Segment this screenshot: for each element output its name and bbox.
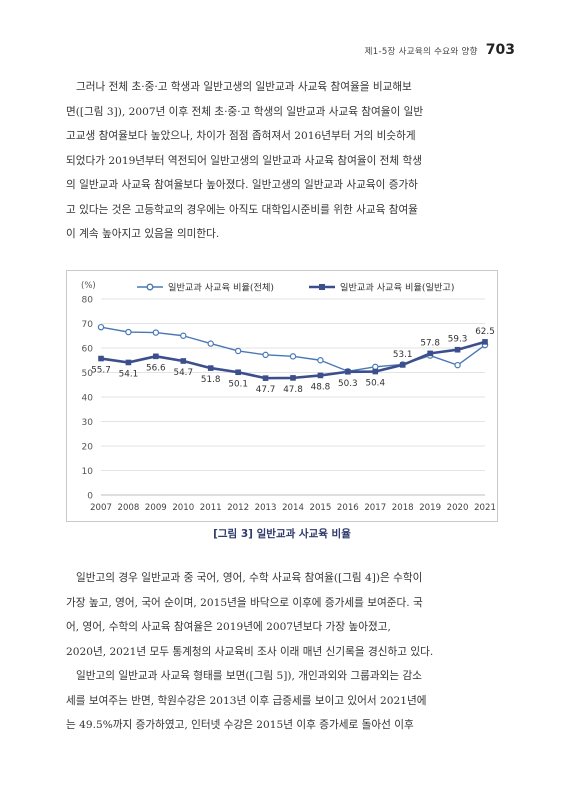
x-tick-label: 2012 bbox=[227, 503, 249, 513]
data-point bbox=[317, 357, 324, 364]
paragraph-2: 일반고의 경우 일반교과 중 국어, 영어, 수학 사교육 참여율([그림 4]… bbox=[66, 566, 506, 738]
data-point bbox=[262, 375, 269, 381]
data-point bbox=[235, 369, 241, 376]
paragraph-line: 이 계속 높아지고 있음을 의미한다. bbox=[66, 228, 220, 240]
data-point bbox=[180, 332, 187, 339]
x-tick-label: 2008 bbox=[117, 503, 139, 513]
data-point bbox=[234, 347, 242, 355]
x-tick-label: 2007 bbox=[90, 503, 112, 513]
data-point bbox=[98, 355, 104, 362]
paragraph-line: 는 49.5%까지 증가하였고, 인터넷 수강은 2015년 이후 증가세로 돌… bbox=[66, 719, 414, 731]
paragraph-line: 어, 영어, 수학의 사교육 참여율은 2019년에 2007년보다 가장 높아… bbox=[66, 621, 391, 633]
data-point bbox=[125, 328, 132, 336]
data-label: 55.7 bbox=[91, 366, 111, 376]
y-tick-label: 50 bbox=[82, 369, 94, 379]
x-tick-label: 2017 bbox=[364, 503, 386, 513]
y-tick-label: 80 bbox=[82, 296, 94, 306]
x-tick-label: 2009 bbox=[145, 503, 167, 513]
x-tick-label: 2020 bbox=[447, 503, 469, 513]
x-tick-label: 2011 bbox=[200, 503, 222, 513]
paragraph-line: 면([그림 3]), 2007년 이후 전체 초·중·고 학생의 일반교과 사교… bbox=[66, 105, 424, 118]
data-point bbox=[207, 340, 214, 347]
data-label: 62.5 bbox=[475, 327, 495, 337]
data-point bbox=[153, 353, 159, 360]
data-label: 54.1 bbox=[119, 369, 139, 379]
data-label: 53.1 bbox=[393, 350, 413, 360]
data-point bbox=[262, 351, 269, 359]
paragraph-line: 고교생 참여율보다 높았으나, 차이가 점점 좁혀져서 2016년부터 거의 비… bbox=[66, 130, 416, 142]
paragraph-1: 그러나 전체 초·중·고 학생과 일반고생의 일반교과 사교육 참여율을 비교해… bbox=[66, 75, 506, 247]
y-tick-label: 30 bbox=[82, 418, 94, 428]
legend-label: 일반교과 사교육 비율(일반고) bbox=[340, 283, 454, 294]
data-label: 50.3 bbox=[338, 379, 358, 389]
data-label: 47.7 bbox=[256, 385, 276, 395]
page-header: 제1-5장 사교육의 수요와 양향 703 bbox=[365, 42, 515, 58]
y-tick-label: 0 bbox=[87, 492, 93, 502]
paragraph-line: 가장 높고, 영어, 국어 순이며, 2015년을 바닥으로 이후에 증가세를 … bbox=[66, 596, 423, 609]
x-tick-label: 2021 bbox=[474, 503, 496, 513]
legend-label: 일반교과 사교육 비율(전체) bbox=[168, 283, 274, 294]
paragraph-line: 의 일반교과 사교육 참여율보다 높아졌다. 일반고생의 일반교과 사교육이 증… bbox=[66, 179, 418, 191]
data-point bbox=[152, 329, 160, 336]
x-tick-label: 2010 bbox=[172, 503, 194, 513]
paragraph-line: 2020년, 2021년 모두 통계청의 사교육비 조사 이래 매년 신기록을 … bbox=[66, 645, 434, 658]
data-label: 47.8 bbox=[283, 385, 303, 395]
data-point bbox=[482, 339, 488, 345]
paragraph-line: 세를 보여주는 반면, 학원수강은 2013년 이후 급증세를 보이고 있어서 … bbox=[66, 694, 427, 707]
data-point bbox=[317, 372, 324, 379]
paragraph-line: 일반고의 일반교과 사교육 형태를 보면([그림 5]), 개인과외와 그룹과외… bbox=[76, 670, 422, 682]
y-tick-label: 60 bbox=[82, 345, 94, 355]
data-point bbox=[454, 346, 461, 353]
data-label: 59.3 bbox=[448, 335, 468, 345]
paragraph-line: 일반고의 경우 일반교과 중 국어, 영어, 수학 사교육 참여율([그림 4]… bbox=[76, 572, 423, 584]
chart-canvas: 0 10 20 30 40 50 60 70 80 (%) 2007 2008 2009 2010 2011… bbox=[81, 281, 496, 513]
page-number: 703 bbox=[485, 42, 515, 58]
x-tick-label: 2014 bbox=[282, 503, 304, 513]
x-tick-label: 2013 bbox=[255, 503, 277, 513]
paragraph-line: 되었다가 2019년부터 역전되어 일반고생의 일반교과 사교육 참여율이 전체… bbox=[66, 154, 423, 167]
data-point bbox=[372, 363, 379, 371]
data-point bbox=[207, 365, 214, 371]
x-tick-label: 2019 bbox=[419, 503, 441, 513]
line-chart: 0 10 20 30 40 50 60 70 80 (%) 2007 2008 2009 2010 2011… bbox=[66, 270, 498, 522]
data-label: 57.8 bbox=[420, 338, 440, 348]
y-tick-label: 20 bbox=[82, 443, 94, 453]
data-point bbox=[372, 368, 379, 375]
data-point bbox=[97, 323, 105, 331]
data-label: 51.8 bbox=[201, 375, 221, 385]
x-tick-label: 2015 bbox=[309, 503, 331, 513]
data-label: 50.1 bbox=[228, 379, 248, 389]
data-point bbox=[345, 368, 351, 375]
data-label: 56.6 bbox=[146, 363, 166, 373]
data-label: 50.4 bbox=[365, 379, 385, 389]
section-title: 제1-5장 사교육의 수요와 양향 bbox=[364, 47, 478, 57]
data-point bbox=[454, 361, 461, 369]
figure-caption: [그림 3] 일반교과 사교육 비율 bbox=[213, 528, 351, 540]
data-label: 54.7 bbox=[173, 368, 193, 378]
data-point bbox=[427, 350, 433, 357]
y-tick-label: 40 bbox=[82, 394, 94, 404]
data-point bbox=[180, 358, 187, 364]
data-label: 48.8 bbox=[311, 382, 331, 392]
paragraph-line: 고 있다는 것은 고등학교의 경우에는 아직도 대학입시준비를 위한 사교육 참… bbox=[66, 203, 418, 216]
x-tick-label: 2016 bbox=[337, 503, 359, 513]
y-unit-label: (%) bbox=[81, 281, 96, 291]
data-point bbox=[125, 359, 132, 366]
y-tick-label: 70 bbox=[82, 320, 94, 330]
legend-marker-square bbox=[319, 284, 325, 290]
x-tick-label: 2018 bbox=[392, 503, 414, 513]
y-tick-label: 10 bbox=[82, 467, 94, 477]
legend-marker-circle bbox=[146, 283, 154, 291]
data-point bbox=[290, 375, 296, 381]
data-point bbox=[399, 362, 406, 368]
data-point bbox=[289, 353, 297, 360]
paragraph-line: 그러나 전체 초·중·고 학생과 일반고생의 일반교과 사교육 참여율을 비교해… bbox=[76, 81, 412, 93]
